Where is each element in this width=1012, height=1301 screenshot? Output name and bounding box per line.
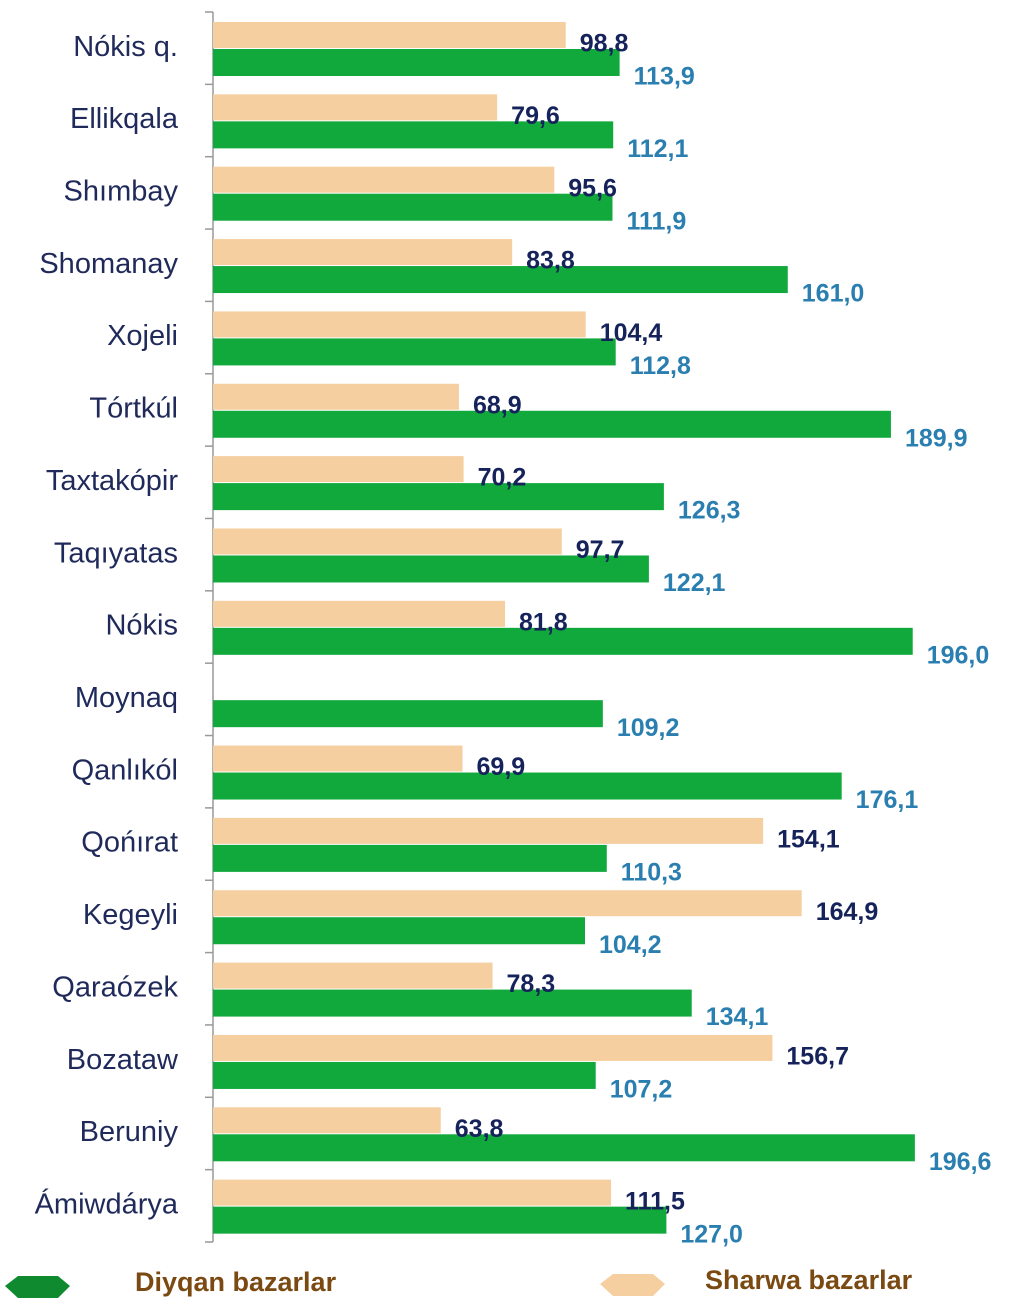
legend-label: Sharwa bazarlar bbox=[705, 1265, 913, 1295]
bar bbox=[213, 49, 620, 76]
bar bbox=[213, 627, 913, 655]
bar bbox=[213, 1061, 596, 1089]
value-label: 112,8 bbox=[630, 352, 691, 380]
value-label: 176,1 bbox=[856, 786, 919, 814]
value-label: 196,6 bbox=[929, 1148, 992, 1176]
value-label: 78,3 bbox=[507, 970, 556, 998]
legend-swatch bbox=[600, 1274, 665, 1296]
category-label: Moynaq bbox=[75, 682, 178, 714]
bar bbox=[213, 772, 842, 800]
bar bbox=[213, 890, 802, 917]
value-label: 112,1 bbox=[627, 135, 688, 163]
value-label: 110,3 bbox=[621, 858, 682, 886]
bar bbox=[213, 700, 603, 728]
bar bbox=[213, 338, 616, 366]
bar bbox=[213, 1134, 915, 1162]
bar bbox=[213, 1107, 441, 1134]
category-label: Qaraózek bbox=[52, 971, 178, 1003]
bar bbox=[213, 311, 586, 338]
bar bbox=[213, 917, 585, 945]
category-label: Taqıyatas bbox=[54, 537, 178, 569]
category-label: Bozataw bbox=[67, 1044, 179, 1076]
bar bbox=[213, 22, 566, 48]
category-label: Taxtakópir bbox=[46, 465, 179, 497]
value-label: 79,6 bbox=[511, 102, 560, 130]
bar bbox=[213, 266, 788, 294]
category-label: Shımbay bbox=[64, 176, 179, 208]
value-label: 113,9 bbox=[634, 63, 695, 91]
bar bbox=[213, 483, 664, 511]
bar bbox=[213, 745, 463, 772]
value-label: 111,5 bbox=[625, 1187, 685, 1215]
value-label: 104,2 bbox=[599, 931, 662, 959]
value-label: 95,6 bbox=[568, 174, 617, 202]
bar bbox=[213, 239, 513, 266]
category-label: Qanlıkól bbox=[72, 754, 178, 786]
bar bbox=[213, 1206, 667, 1234]
value-label: 107,2 bbox=[610, 1076, 673, 1104]
value-label: 98,8 bbox=[580, 30, 629, 58]
bar bbox=[213, 600, 506, 627]
value-label: 164,9 bbox=[816, 898, 879, 926]
value-label: 104,4 bbox=[600, 319, 663, 347]
bar bbox=[213, 383, 459, 410]
value-label: 154,1 bbox=[777, 825, 840, 853]
category-label: Ellikqala bbox=[70, 103, 179, 135]
category-label: Beruniy bbox=[80, 1116, 179, 1148]
category-label: Nókis q. bbox=[73, 31, 178, 63]
value-label: 70,2 bbox=[478, 464, 527, 492]
bar bbox=[213, 817, 764, 844]
value-label: 127,0 bbox=[680, 1220, 743, 1248]
bar bbox=[213, 193, 613, 221]
value-label: 83,8 bbox=[526, 247, 575, 275]
bar bbox=[213, 1034, 773, 1061]
legend: Diyqan bazarlar Sharwa bazarlar bbox=[5, 1265, 913, 1298]
category-label: Nókis bbox=[105, 610, 178, 642]
bar bbox=[213, 94, 498, 121]
category-label: Shomanay bbox=[39, 248, 178, 280]
bar bbox=[213, 166, 555, 193]
value-label: 196,0 bbox=[927, 641, 990, 669]
value-label: 122,1 bbox=[663, 569, 726, 597]
value-label: 81,8 bbox=[519, 608, 568, 636]
value-label: 189,9 bbox=[905, 424, 968, 452]
category-label: Kegeyli bbox=[83, 899, 178, 931]
value-label: 134,1 bbox=[706, 1003, 769, 1031]
value-label: 126,3 bbox=[678, 497, 741, 525]
bar bbox=[213, 528, 562, 555]
category-label: Ámiwdárya bbox=[35, 1187, 179, 1220]
bar bbox=[213, 962, 493, 989]
value-label: 156,7 bbox=[786, 1043, 849, 1071]
bar bbox=[213, 989, 692, 1017]
category-label: Tórtkúl bbox=[89, 393, 178, 425]
bar bbox=[213, 410, 891, 438]
bar bbox=[213, 1179, 612, 1206]
value-label: 109,2 bbox=[617, 714, 680, 742]
value-label: 111,9 bbox=[626, 207, 686, 235]
value-label: 68,9 bbox=[473, 391, 522, 419]
category-label: Xojeli bbox=[107, 320, 178, 352]
bar bbox=[213, 456, 464, 483]
value-label: 63,8 bbox=[455, 1115, 504, 1143]
bar bbox=[213, 844, 607, 872]
legend-swatch bbox=[5, 1276, 70, 1298]
legend-label: Diyqan bazarlar bbox=[135, 1267, 337, 1297]
value-label: 69,9 bbox=[477, 753, 526, 781]
bar bbox=[213, 555, 649, 583]
bar bbox=[213, 121, 614, 149]
value-label: 161,0 bbox=[802, 280, 865, 308]
value-label: 97,7 bbox=[576, 536, 625, 564]
category-label: Qońırat bbox=[81, 827, 178, 859]
